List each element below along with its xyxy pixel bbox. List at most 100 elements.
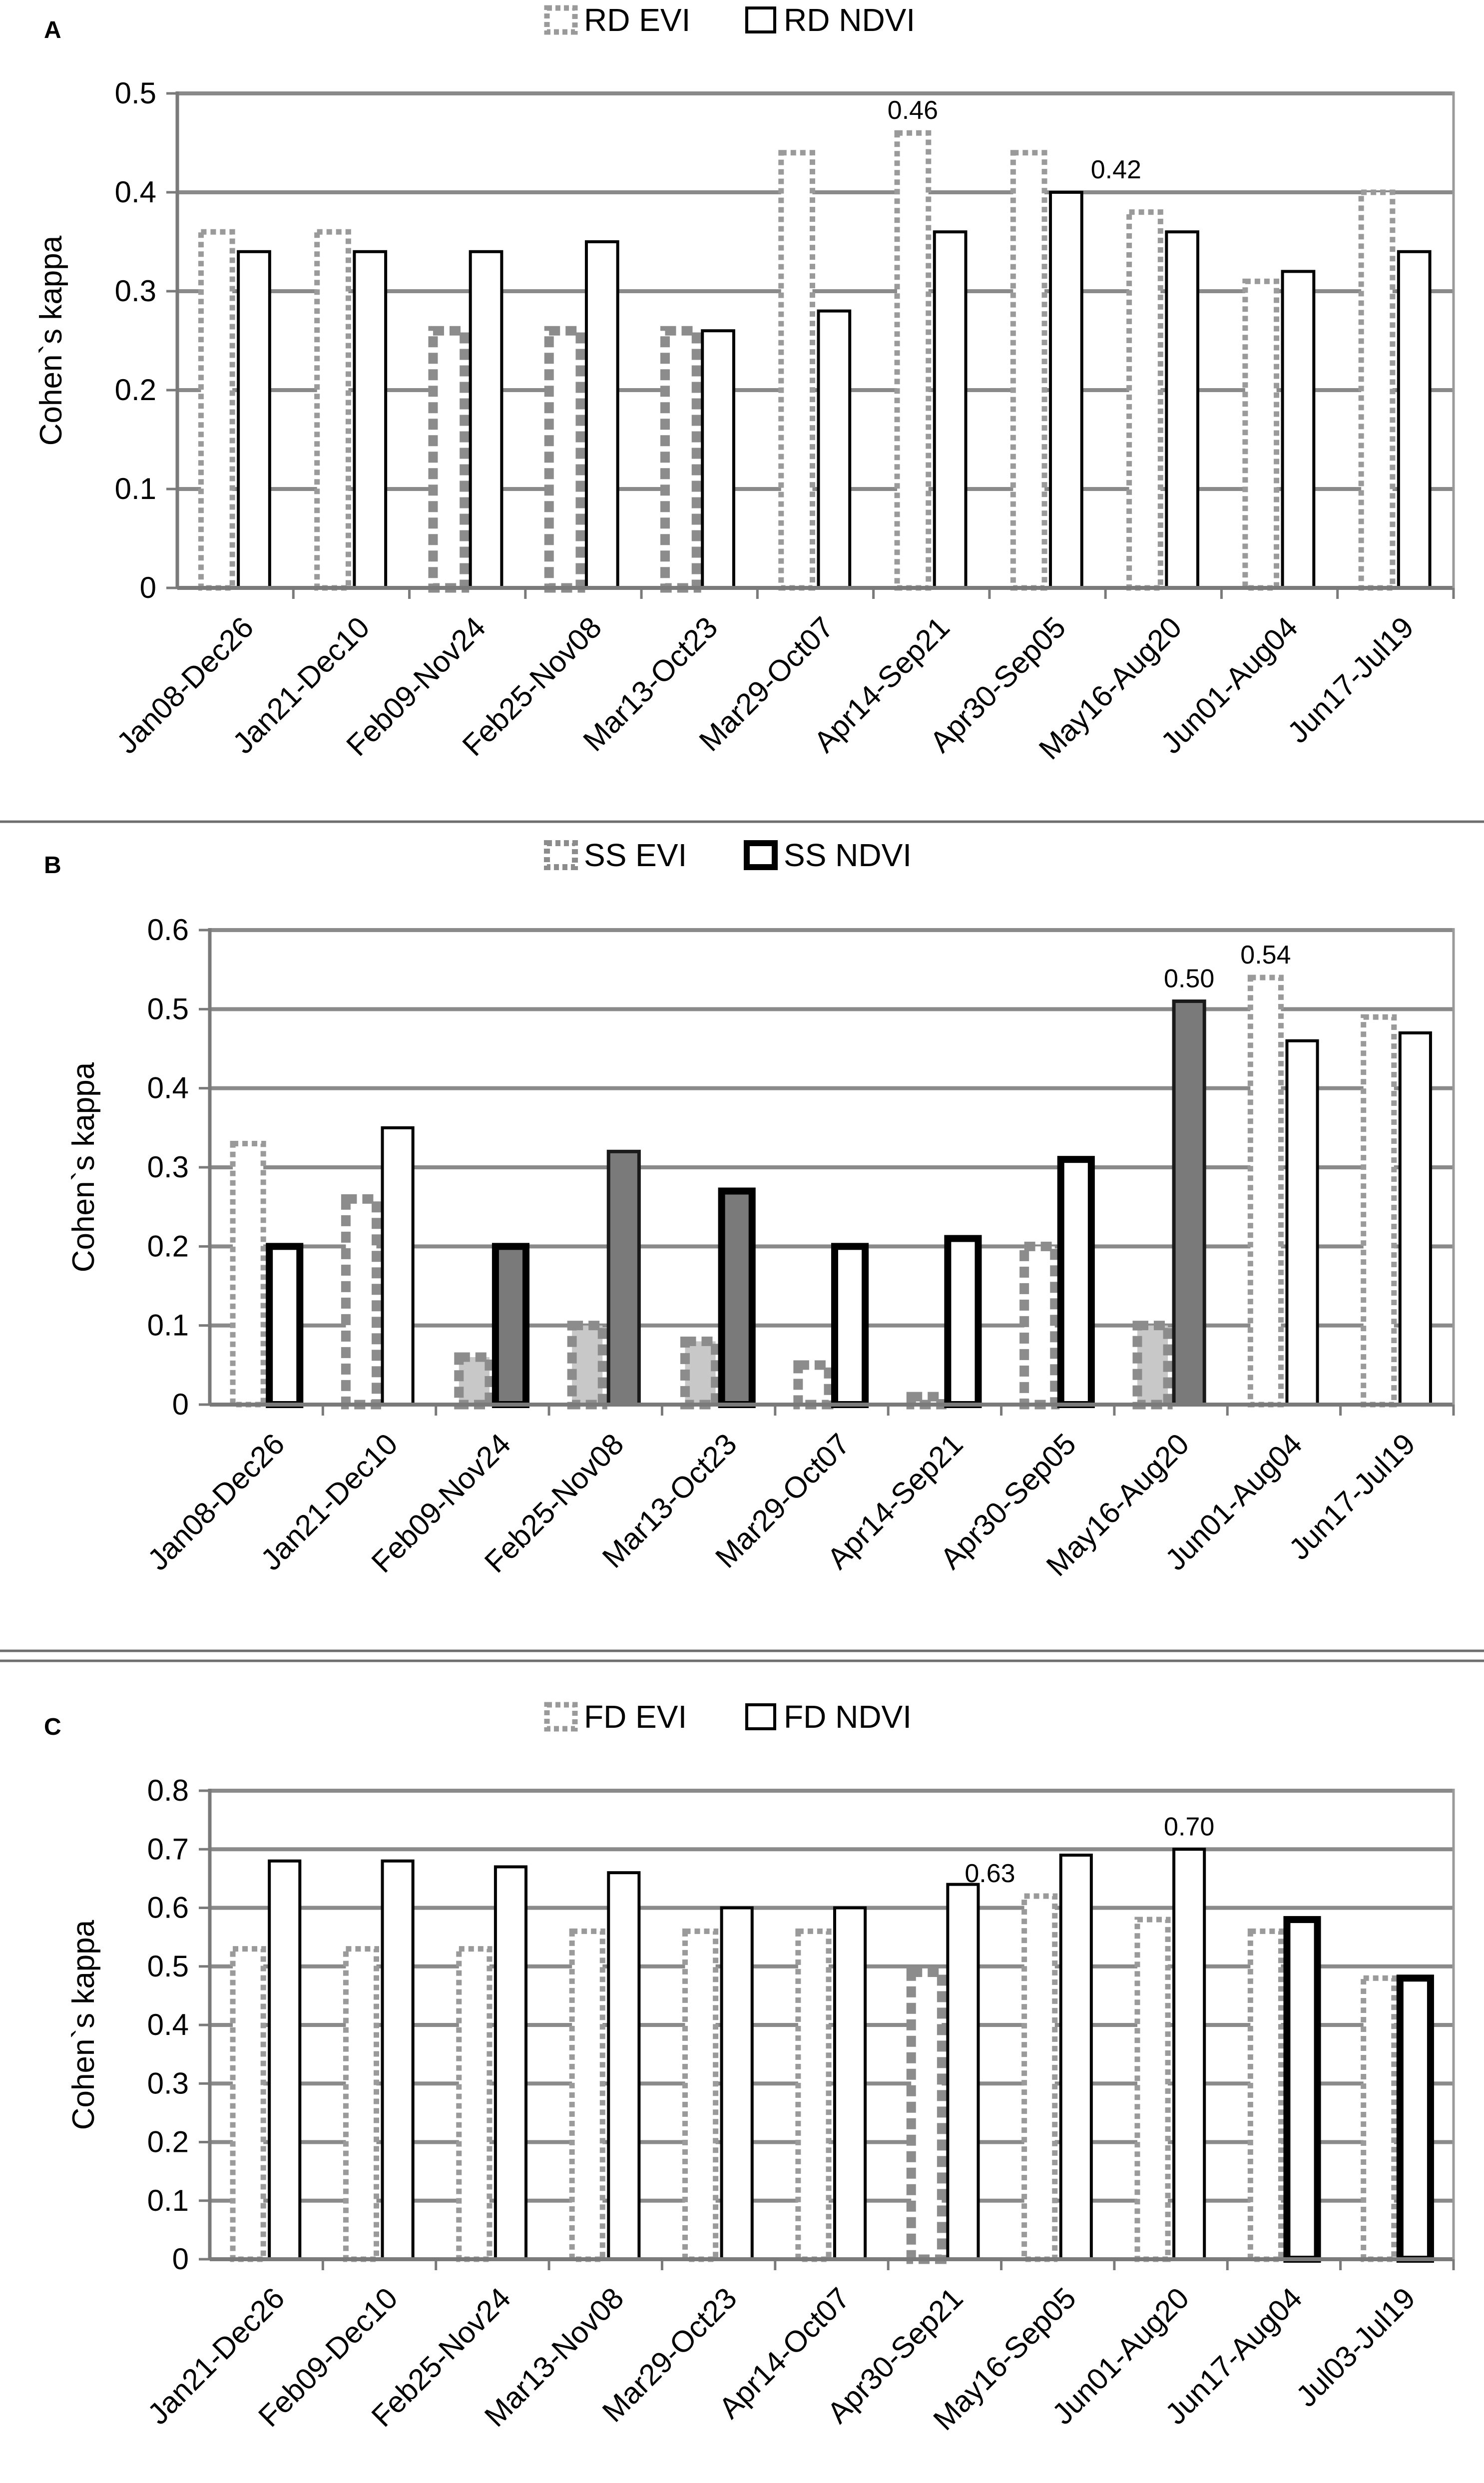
ndvi-bar	[1172, 1848, 1206, 2261]
ndvi-bar	[946, 1883, 980, 2261]
ndvi-bar	[933, 230, 968, 589]
x-tick-label: Jun17-Jul19	[1281, 610, 1421, 750]
evi-bar	[198, 229, 235, 591]
y-axis-label: Cohen`s kappa	[66, 1920, 101, 2130]
ndvi-bar	[1397, 250, 1432, 589]
legend-swatch	[744, 840, 778, 870]
legend: SS EVI SS NDVI	[544, 837, 912, 873]
evi-bar	[314, 229, 351, 591]
y-tick-label: 0.4	[115, 175, 156, 209]
y-tick-label: 0.4	[147, 1071, 189, 1105]
legend-label: FD NDVI	[784, 1699, 912, 1735]
data-label: 0.54	[1240, 941, 1291, 970]
evi-bar	[569, 1928, 605, 2262]
evi-bar	[894, 130, 932, 591]
evi-bar	[1021, 1893, 1058, 2262]
evi-bar	[778, 150, 816, 591]
ndvi-bar	[944, 1235, 982, 1408]
ndvi-bar	[1285, 1039, 1319, 1407]
evi-bar	[343, 1946, 380, 2262]
y-tick-label: 0.6	[147, 913, 189, 947]
ndvi-bar	[266, 1243, 304, 1408]
y-tick-label: 0.6	[147, 1891, 189, 1925]
y-tick-label: 0.8	[147, 1774, 189, 1807]
ndvi-bar	[381, 1126, 415, 1406]
ndvi-bar	[492, 1243, 530, 1408]
evi-bar	[1010, 150, 1047, 591]
evi-bar	[1361, 1975, 1397, 2262]
y-tick-label: 0.3	[147, 1150, 189, 1184]
y-tick-label: 0	[140, 571, 156, 604]
ndvi-bar	[494, 1865, 528, 2261]
ndvi-bar	[817, 309, 852, 589]
y-tick-label: 0.1	[147, 2184, 189, 2217]
evi-bar	[341, 1194, 382, 1410]
ndvi-bar	[718, 1187, 756, 1408]
data-label: 0.63	[965, 1859, 1015, 1888]
y-axis-label: Cohen`s kappa	[34, 235, 68, 446]
ndvi-bar	[469, 250, 503, 589]
y-tick-label: 0.3	[147, 2066, 189, 2100]
ndvi-bar	[1283, 1916, 1321, 2263]
evi-bar	[230, 1946, 266, 2262]
evi-bar	[1247, 975, 1284, 1408]
evi-bar	[1242, 278, 1280, 591]
legend-label: SS NDVI	[784, 837, 912, 873]
ndvi-bar	[1049, 191, 1083, 589]
data-label: 0.50	[1164, 965, 1214, 993]
y-tick-label: 0.2	[147, 1229, 189, 1263]
ndvi-bar	[831, 1243, 869, 1408]
ndvi-bar	[701, 329, 735, 589]
ndvi-bar	[720, 1906, 754, 2261]
ndvi-bar	[268, 1859, 302, 2261]
ndvi-bar	[1396, 1975, 1434, 2263]
ndvi-bar	[1398, 1031, 1432, 1406]
evi-bar	[1247, 1928, 1284, 2262]
evi-bar	[660, 326, 701, 593]
y-tick-label: 0.2	[147, 2125, 189, 2159]
ndvi-bar	[1165, 230, 1200, 589]
panel-label: C	[44, 1714, 61, 1740]
y-tick-label: 0	[172, 1388, 189, 1421]
y-tick-label: 0.5	[147, 992, 189, 1025]
panel-label: B	[44, 852, 61, 879]
ndvi-bar	[607, 1871, 641, 2261]
ndvi-bar	[1059, 1853, 1093, 2261]
evi-bar	[682, 1928, 719, 2262]
evi-bar	[795, 1928, 832, 2262]
ndvi-bar	[381, 1859, 415, 2261]
legend-label: SS EVI	[584, 837, 687, 873]
evi-bar	[793, 1360, 834, 1410]
evi-bar	[680, 1336, 721, 1410]
y-tick-label: 0	[172, 2242, 189, 2276]
evi-bar	[1361, 1014, 1397, 1408]
panel-label: A	[44, 17, 61, 43]
chart-panel-c: C 0 0.1 0.2 0.3 0.4 0.5 0.6 0.7 0.8 Cohen`s kappa J…	[44, 1699, 1455, 2437]
y-tick-label: 0.1	[115, 472, 156, 505]
ndvi-bar	[1057, 1156, 1095, 1409]
evi-bar	[1358, 189, 1396, 591]
evi-bar	[1019, 1241, 1060, 1410]
y-tick-label: 0.5	[115, 76, 156, 110]
legend-swatch	[544, 5, 578, 35]
ndvi-bar	[584, 240, 619, 589]
y-tick-label: 0.7	[147, 1832, 189, 1866]
y-axis-label: Cohen`s kappa	[66, 1062, 101, 1272]
legend-swatch	[544, 840, 578, 870]
ndvi-bar	[237, 250, 271, 589]
evi-bar	[1132, 1321, 1173, 1410]
y-tick-label: 0.1	[147, 1309, 189, 1342]
ndvi-bar	[833, 1906, 867, 2261]
ndvi-bar	[1172, 999, 1206, 1407]
evi-bar	[428, 326, 470, 593]
evi-bar	[906, 1967, 947, 2264]
ndvi-bar	[353, 250, 388, 589]
y-tick-label: 0.5	[147, 1950, 189, 1983]
evi-bar	[1126, 209, 1163, 591]
data-label: 0.70	[1164, 1812, 1214, 1841]
ndvi-bar	[606, 1149, 641, 1407]
ndvi-bar	[1281, 270, 1316, 589]
evi-bar	[1134, 1917, 1171, 2262]
